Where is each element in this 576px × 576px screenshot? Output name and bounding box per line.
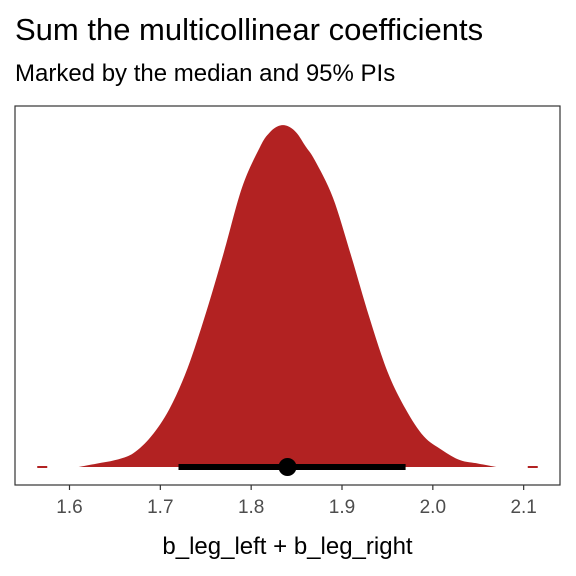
chart-subtitle: Marked by the median and 95% PIs bbox=[15, 60, 396, 87]
plot-panel-border bbox=[14, 105, 561, 486]
x-tick-label-2: 1.8 bbox=[238, 497, 264, 518]
density-tail-mark-1 bbox=[527, 466, 538, 468]
x-tick-label-1: 1.7 bbox=[147, 497, 173, 518]
x-axis: 1.6 1.7 1.8 1.9 2.0 2.1 bbox=[56, 485, 537, 518]
chart-title: Sum the multicollinear coefficients bbox=[15, 12, 484, 47]
x-tick-label-4: 2.0 bbox=[420, 497, 446, 518]
density-tail-mark-0 bbox=[37, 466, 48, 468]
median-point bbox=[278, 458, 297, 476]
interval-layer bbox=[178, 458, 406, 476]
x-tick-label-3: 1.9 bbox=[329, 497, 355, 518]
density-layer bbox=[37, 125, 538, 468]
x-axis-title: b_leg_left + b_leg_right bbox=[162, 533, 413, 560]
density-area bbox=[78, 125, 497, 468]
x-tick-label-5: 2.1 bbox=[510, 497, 536, 518]
x-tick-label-0: 1.6 bbox=[56, 497, 82, 518]
